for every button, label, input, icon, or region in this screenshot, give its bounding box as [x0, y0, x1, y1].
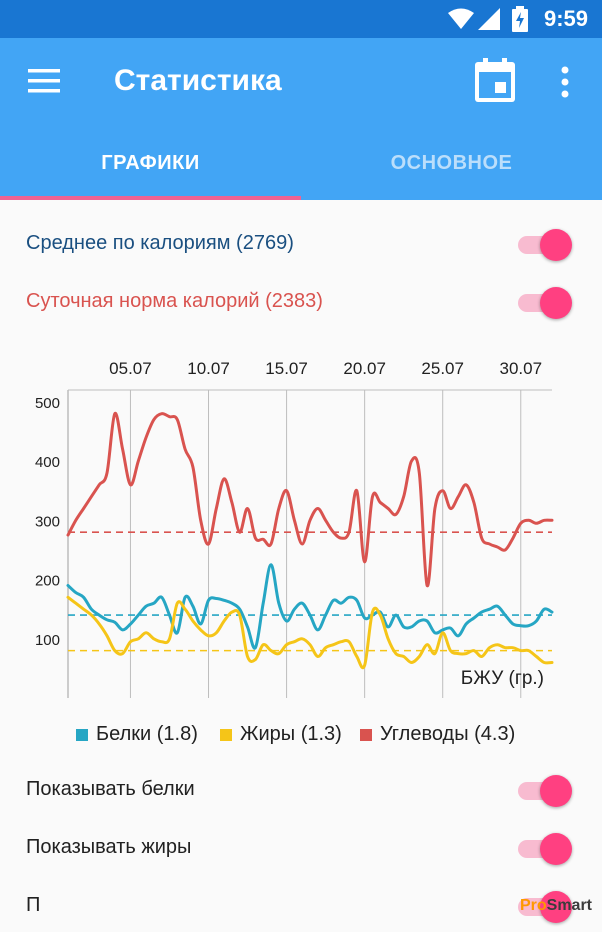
- watermark: ProSmart: [520, 897, 592, 915]
- x-tick-label: 25.07: [421, 359, 464, 378]
- more-vert-icon[interactable]: [560, 66, 570, 98]
- switch-thumb: [540, 775, 572, 807]
- menu-icon[interactable]: [28, 68, 62, 94]
- daily-norm-label: Суточная норма калорий (2383): [26, 290, 323, 312]
- y-tick-label: 200: [35, 573, 60, 590]
- y-tick-label: 500: [35, 395, 60, 412]
- show-carbs-label: П: [26, 894, 41, 916]
- switch-thumb: [540, 229, 572, 261]
- daily-norm-switch[interactable]: [518, 286, 572, 319]
- switch-thumb: [540, 891, 572, 923]
- y-tick-label: 100: [35, 632, 60, 649]
- app-bar: Статистика: [0, 38, 602, 128]
- switch-thumb: [540, 833, 572, 865]
- chart-legend: Белки (1.8) Жиры (1.3) Углеводы (4.3): [0, 720, 602, 750]
- macros-chart: 05.07 10.07 15.07 20.07 25.07 30.07 100 200 300 4…: [0, 350, 602, 710]
- show-carbs-switch[interactable]: [518, 890, 572, 923]
- x-tick-label: 30.07: [500, 359, 543, 378]
- status-time: 9:59: [543, 6, 588, 31]
- series-line: [66, 412, 554, 588]
- status-bar: 9:59: [0, 0, 602, 38]
- x-tick-label: 15.07: [265, 359, 308, 378]
- toggle-row-show-fat[interactable]: Показывать жиры: [0, 822, 602, 874]
- watermark-suffix: Smart: [546, 897, 592, 914]
- toggle-row-show-protein[interactable]: Показывать белки: [0, 764, 602, 816]
- legend-swatch: [76, 729, 88, 741]
- tab-indicator: [0, 196, 301, 200]
- show-fat-switch[interactable]: [518, 832, 572, 865]
- show-fat-label: Показывать жиры: [26, 836, 192, 858]
- chart-axis-label: БЖУ (гр.): [461, 668, 544, 689]
- tab-graphs[interactable]: ГРАФИКИ: [101, 152, 200, 174]
- legend-label: Белки (1.8): [96, 723, 198, 745]
- series-line: [66, 563, 554, 650]
- y-tick-label: 300: [35, 513, 60, 530]
- show-protein-label: Показывать белки: [26, 778, 195, 800]
- page-title: Статистика: [114, 64, 282, 97]
- chart-svg: 05.07 10.07 15.07 20.07 25.07 30.07 100 200 300 4…: [35, 359, 554, 698]
- average-calories-switch[interactable]: [518, 228, 572, 261]
- series-line: [66, 595, 554, 670]
- legend-swatch: [220, 729, 232, 741]
- legend-label: Углеводы (4.3): [380, 723, 516, 745]
- toggle-row-average-calories[interactable]: Среднее по калориям (2769): [0, 218, 602, 270]
- x-tick-label: 05.07: [109, 359, 152, 378]
- legend-label: Жиры (1.3): [240, 723, 342, 745]
- show-protein-switch[interactable]: [518, 774, 572, 807]
- toggle-row-show-carbs[interactable]: П: [0, 880, 602, 932]
- y-tick-label: 400: [35, 454, 60, 471]
- toggle-row-daily-norm[interactable]: Суточная норма калорий (2383): [0, 276, 602, 328]
- calendar-icon[interactable]: [475, 58, 515, 102]
- wifi-icon: [448, 8, 474, 29]
- tab-main[interactable]: ОСНОВНОЕ: [390, 152, 513, 174]
- tab-bar: ГРАФИКИ ОСНОВНОЕ: [0, 128, 602, 200]
- x-tick-label: 10.07: [187, 359, 230, 378]
- signal-icon: [478, 8, 500, 30]
- x-tick-label: 20.07: [343, 359, 386, 378]
- switch-thumb: [540, 287, 572, 319]
- battery-icon: [512, 6, 528, 32]
- average-calories-label: Среднее по калориям (2769): [26, 232, 294, 254]
- legend-swatch: [360, 729, 372, 741]
- watermark-prefix: Pro: [519, 897, 547, 914]
